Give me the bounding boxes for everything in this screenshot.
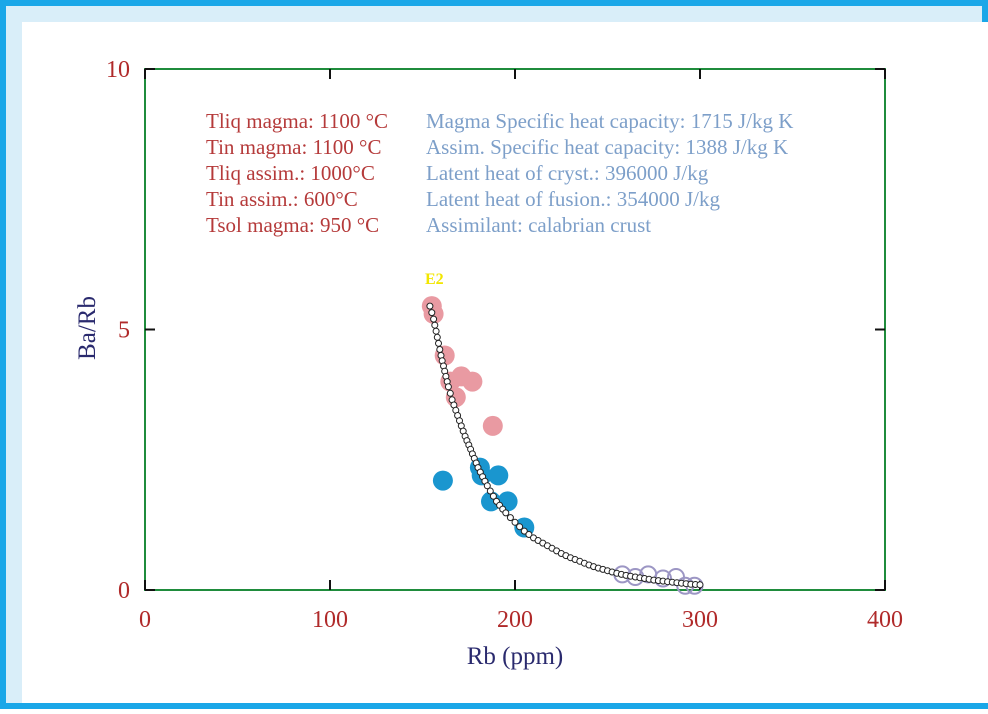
model-curve-point-14 [444, 383, 452, 391]
parameter-right-4: Assimilant: calabrian crust [426, 213, 651, 237]
parameter-left-2: Tliq assim.: 1000°C [206, 161, 375, 185]
parameter-left-1: Tin magma: 1100 °C [206, 135, 381, 159]
y-tick-label-1: 5 [118, 318, 130, 344]
parameter-left-4: Tsol magma: 950 °C [206, 213, 379, 237]
data-series [421, 296, 704, 595]
x-tick-label-0: 0 [139, 607, 151, 633]
parameter-right-0: Magma Specific heat capacity: 1715 J/kg … [426, 109, 793, 133]
pink-filled-point-6 [462, 371, 483, 392]
blue-filled-point-0 [432, 470, 453, 491]
x-tick-label-3: 300 [682, 607, 718, 633]
parameter-right-1: Assim. Specific heat capacity: 1388 J/kg… [426, 135, 788, 159]
pink-filled-point-7 [482, 415, 503, 436]
model-curve-point-15 [446, 389, 454, 397]
model-curve-point-41 [506, 514, 514, 522]
y-tick-label-2: 10 [106, 57, 130, 83]
x-tick-label-1: 100 [312, 607, 348, 633]
model-curve-point-45 [525, 531, 533, 538]
start-point-label: E2 [425, 271, 444, 288]
model-curve-point-5 [433, 333, 441, 341]
model-curve-point-0 [426, 302, 434, 310]
x-tick-label-4: 400 [867, 607, 903, 633]
model-curve-point-2 [430, 315, 438, 323]
parameter-left-0: Tliq magma: 1100 °C [206, 109, 388, 133]
model-curve-point-44 [520, 527, 528, 535]
y-tick-label-0: 0 [118, 578, 130, 604]
model-curve-point-40 [502, 509, 510, 517]
x-tick-label-2: 200 [497, 607, 533, 633]
model-curve-point-6 [435, 339, 442, 347]
model-curve-point-35 [486, 487, 494, 495]
parameter-left-3: Tin assim.: 600°C [206, 187, 358, 211]
model-curve-point-1 [428, 309, 436, 317]
model-curve-point-42 [511, 518, 519, 526]
model-curve-point-36 [489, 492, 497, 500]
x-tick-labels: 0 100 200 300 400 [139, 607, 903, 633]
model-curve-point-43 [516, 523, 524, 531]
model-curve-point-4 [432, 327, 440, 335]
blue-filled-point-4 [488, 465, 509, 486]
y-tick-labels: 0 5 10 [106, 57, 130, 604]
model-curve-point-82 [696, 581, 704, 589]
model-curve-point-34 [483, 482, 491, 490]
model-curve-point-3 [431, 321, 439, 329]
x-axis-title: Rb (ppm) [467, 643, 564, 670]
axis-ticks [144, 68, 886, 591]
parameter-right-3: Latent heat of fusion.: 354000 J/kg [426, 187, 720, 211]
parameters-right: Magma Specific heat capacity: 1715 J/kg … [426, 109, 793, 237]
parameter-right-2: Latent heat of cryst.: 396000 J/kg [426, 161, 709, 185]
model-curve-point-7 [436, 346, 444, 353]
y-axis-title: Ba/Rb [74, 296, 101, 360]
